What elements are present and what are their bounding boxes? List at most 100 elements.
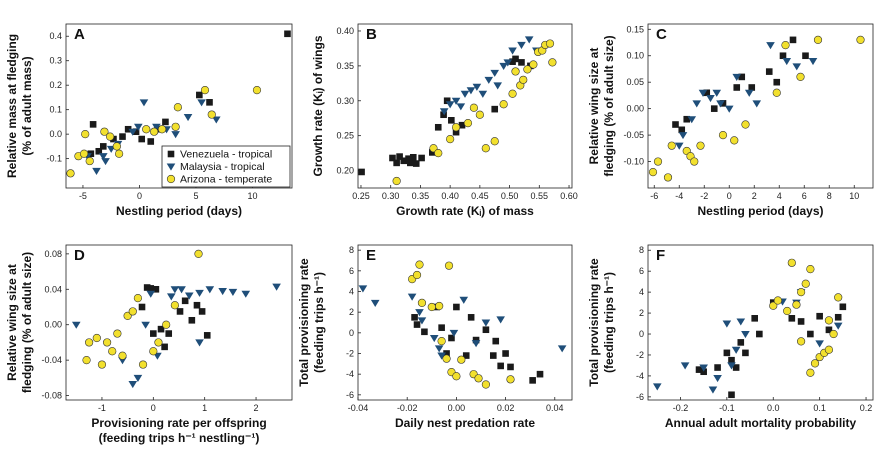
data-point-malaysia — [92, 167, 101, 175]
y-tick-label: -4 — [636, 371, 644, 381]
data-point-malaysia — [415, 309, 424, 317]
x-tick: 0 — [151, 397, 156, 413]
data-point-malaysia — [166, 293, 176, 301]
data-point-venezuela — [196, 91, 203, 99]
x-tick: -1 — [98, 397, 106, 413]
y-tick: -4 — [346, 369, 361, 379]
data-point-arizona — [829, 329, 838, 339]
data-point-venezuela — [429, 149, 436, 156]
x-axis-label: Daily nest predation rate — [395, 416, 535, 430]
x-tick: 0.60 — [560, 185, 578, 201]
y-tick: 0.25 — [336, 131, 361, 141]
y-tick-label: -4 — [346, 369, 354, 379]
data-point-arizona — [741, 120, 750, 129]
x-tick: 0.00 — [448, 397, 466, 413]
y-tick: 0.35 — [336, 61, 361, 71]
data-point-malaysia — [674, 142, 684, 150]
data-point-arizona — [529, 60, 538, 69]
y-tick: 0.05 — [626, 77, 651, 87]
data-point-malaysia — [456, 103, 466, 111]
y-tick: -0.05 — [623, 130, 651, 140]
data-point-arizona — [856, 35, 865, 44]
data-point-malaysia — [692, 100, 702, 108]
data-point-arizona — [490, 137, 499, 146]
plot-frame — [647, 23, 874, 189]
data-point-arizona — [82, 356, 91, 365]
x-tick-label: 0.55 — [531, 191, 549, 201]
data-point-arizona — [787, 258, 796, 267]
legend-label: Venezuela - tropical — [180, 149, 272, 161]
data-point-malaysia — [708, 386, 718, 394]
x-tick-label: 0.45 — [471, 191, 489, 201]
data-point-malaysia — [493, 82, 502, 90]
y-tick: 0.04 — [44, 284, 69, 294]
y-tick-label: 0.3 — [49, 56, 62, 66]
data-point-arizona — [162, 320, 171, 329]
data-point-arizona — [113, 329, 122, 338]
x-tick-label: 2 — [752, 191, 757, 201]
x-tick-label: 1 — [202, 403, 207, 413]
data-point-arizona — [773, 296, 782, 305]
y-tick-label: 0.30 — [336, 96, 354, 106]
y-axis-label: fledging (% of adult size) — [20, 252, 34, 393]
data-point-venezuela — [482, 326, 490, 334]
data-point-venezuela — [529, 377, 536, 384]
data-point-malaysia — [706, 95, 715, 103]
data-point-arizona — [801, 279, 810, 288]
data-point-malaysia — [370, 299, 380, 307]
y-tick: -6 — [346, 390, 361, 400]
data-point-venezuela — [89, 121, 97, 128]
data-point-venezuela — [536, 370, 544, 378]
x-tick: 0.02 — [497, 397, 514, 413]
y-tick-label: 0.4 — [49, 31, 62, 41]
y-tick-label: 4 — [639, 287, 644, 297]
data-point-venezuela — [728, 356, 735, 364]
data-point-arizona — [170, 301, 179, 310]
x-tick-label: 4 — [777, 191, 782, 201]
y-tick-label: 8 — [349, 245, 354, 255]
x-axis-label: Provisioning rate per offspring — [91, 416, 266, 430]
y-tick: 2 — [639, 308, 651, 318]
data-point-arizona — [796, 72, 805, 82]
y-axis-label: (% of adult mass) — [20, 56, 34, 155]
data-point-arizona — [451, 123, 461, 132]
x-tick: -5 — [79, 185, 87, 201]
x-tick-label: 0.00 — [448, 403, 466, 413]
x-tick-label: 0 — [151, 403, 156, 413]
data-point-venezuela — [703, 89, 711, 97]
x-tick-label: 0.60 — [560, 191, 578, 201]
data-point-arizona — [434, 149, 443, 158]
data-point-malaysia — [445, 101, 455, 109]
data-point-malaysia — [184, 292, 194, 300]
y-tick: 0.4 — [49, 31, 69, 41]
y-tick: -2 — [346, 349, 361, 359]
y-tick-label: -0.04 — [41, 355, 62, 365]
data-point-arizona — [100, 127, 109, 136]
data-point-venezuela — [756, 330, 763, 338]
data-point-venezuela — [719, 100, 727, 107]
data-point-malaysia — [195, 339, 204, 347]
data-point-venezuela — [99, 143, 107, 150]
x-tick: 4 — [777, 185, 782, 201]
data-point-venezuela — [284, 30, 291, 38]
data-point-malaysia — [731, 346, 741, 354]
x-axis-label: (feeding trips h⁻¹ nestling⁻¹) — [99, 431, 260, 445]
y-tick: 0.00 — [626, 104, 651, 114]
x-tick: 0.1 — [813, 397, 826, 413]
x-tick-label: 0.25 — [352, 191, 370, 201]
data-point-venezuela — [147, 285, 155, 292]
data-point-arizona — [412, 270, 422, 280]
y-tick-label: 0.25 — [336, 131, 354, 141]
data-point-venezuela — [389, 154, 396, 162]
y-tick-label: 0.00 — [626, 104, 644, 114]
data-point-arizona — [85, 156, 94, 166]
data-point-arizona — [437, 337, 446, 346]
x-tick-label: 0.30 — [382, 191, 400, 201]
y-axis-label: Growth rate (Kᵢ) of wings — [311, 35, 325, 176]
y-axis-label: Relative wing size at — [5, 264, 19, 381]
data-point-arizona — [142, 125, 151, 134]
data-point-malaysia — [724, 105, 734, 113]
data-point-arizona — [81, 130, 90, 139]
data-point-venezuela — [751, 315, 759, 322]
data-point-malaysia — [101, 158, 110, 166]
